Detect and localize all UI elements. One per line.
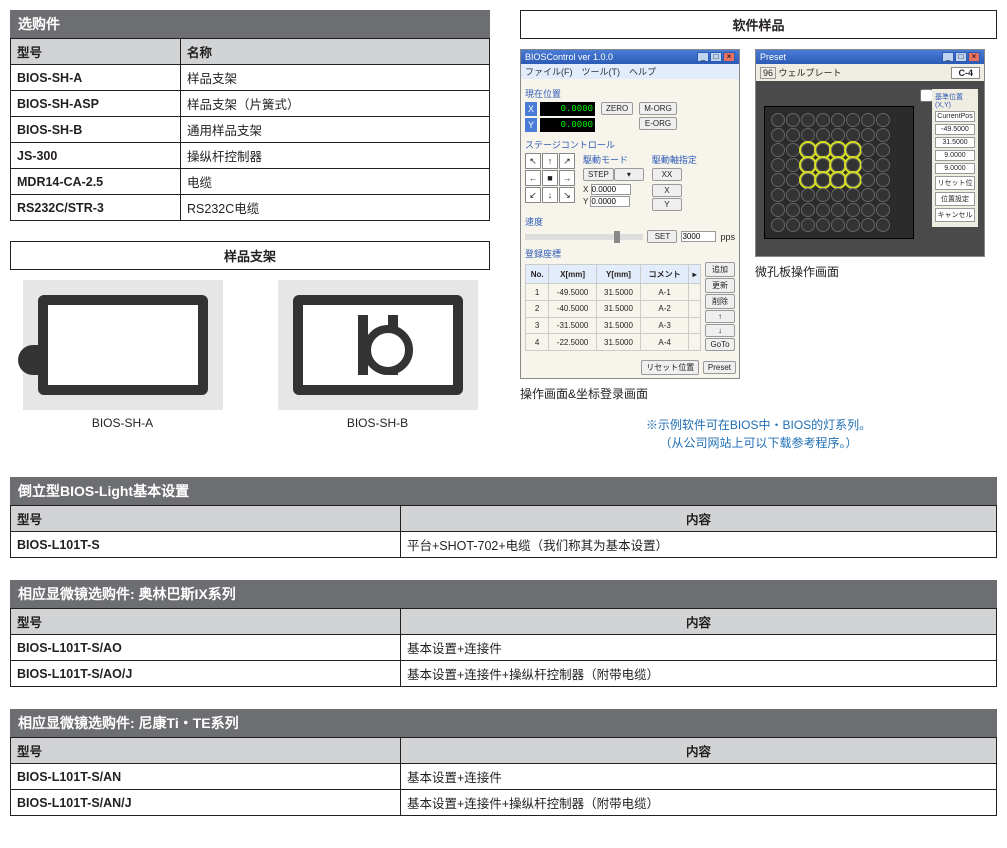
ref-y: 31.5000 <box>935 137 975 148</box>
options-th-name: 名称 <box>181 39 490 65</box>
coord-grid: No.X[mm]Y[mm]コメント▸ 1-49.500031.5000A-1 2… <box>525 264 701 351</box>
bracket-title: 样品支架 <box>10 241 490 270</box>
pitch-x: 9.0000 <box>935 150 975 161</box>
window-title-1: BIOSControl ver 1.0.0 <box>525 52 613 62</box>
y-offset-input[interactable] <box>590 196 630 207</box>
axis-heading: 駆動軸指定 <box>652 153 697 166</box>
reset-button[interactable]: リセット位 <box>935 176 975 190</box>
nikon-header: 相应显微镜选购件: 尼康Ti・TE系列 <box>10 709 997 737</box>
close-icon[interactable]: × <box>968 52 980 62</box>
software-screen-1: BIOSControl ver 1.0.0 _ □ × ファイル(F) ツール(… <box>520 49 740 379</box>
x-value: 0.0000 <box>540 102 595 116</box>
bracket-image-b <box>278 280 478 410</box>
speed-heading: 速度 <box>525 215 735 228</box>
set-button[interactable]: SET <box>647 230 677 243</box>
grid-heading: 登録座標 <box>525 247 735 260</box>
options-table: 型号 名称 BIOS-SH-A样品支架 BIOS-SH-ASP样品支架（片簧式）… <box>10 38 490 221</box>
pos-set-button[interactable]: 位置設定 <box>935 192 975 206</box>
coord-heading: 現在位置 <box>525 87 735 100</box>
speed-input[interactable] <box>681 231 716 242</box>
basic-settings-header: 倒立型BIOS-Light基本设置 <box>10 477 997 505</box>
bracket-label-b: BIOS-SH-B <box>265 416 490 430</box>
update-button[interactable]: 更新 <box>705 278 735 293</box>
stage-heading: ステージコントロール <box>525 138 735 151</box>
up-button[interactable]: ↑ <box>705 310 735 323</box>
xx-button[interactable]: XX <box>652 168 682 181</box>
table-row: MDR14-CA-2.5电缆 <box>11 169 490 195</box>
menu-bar[interactable]: ファイル(F) ツール(T) ヘルプ <box>521 64 739 79</box>
screen1-caption: 操作画面&坐标登录画面 <box>520 385 740 402</box>
pitch-y: 9.0000 <box>935 163 975 174</box>
bracket-image-a <box>23 280 223 410</box>
cancel-button[interactable]: キャンセル <box>935 208 975 222</box>
step-button[interactable]: STEP <box>583 168 614 181</box>
note-line2: （从公司网站上可以下载参考程序。） <box>520 434 997 452</box>
table-row: BIOS-SH-A样品支架 <box>11 65 490 91</box>
preset-button[interactable]: Preset <box>703 361 736 374</box>
olympus-table: 型号内容 BIOS-L101T-S/AO基本设置+连接件 BIOS-L101T-… <box>10 608 997 687</box>
side-heading: 基準位置(X,Y) <box>935 92 975 109</box>
x-offset-input[interactable] <box>591 184 631 195</box>
options-header: 选购件 <box>10 10 490 38</box>
morg-button[interactable]: M-ORG <box>639 102 677 115</box>
basic-settings-table: 型号内容 BIOS-L101T-S平台+SHOT-702+电缆（我们称其为基本设… <box>10 505 997 558</box>
ref-x: -49.5000 <box>935 124 975 135</box>
screen2-caption: 微孔板操作画面 <box>755 263 985 280</box>
delete-button[interactable]: 削除 <box>705 294 735 309</box>
cell-indicator: C-4 <box>951 67 980 79</box>
x-label: X <box>525 102 537 116</box>
bracket-label-a: BIOS-SH-A <box>10 416 235 430</box>
add-button[interactable]: 追加 <box>705 262 735 277</box>
well-plate[interactable] <box>764 106 914 239</box>
window-title-2: Preset <box>760 52 786 62</box>
arrow-pad[interactable]: ↖↑↗ ←■→ ↙↓↘ <box>525 153 575 211</box>
eorg-button[interactable]: E-ORG <box>639 117 677 130</box>
mode-heading: 駆動モード <box>583 153 644 166</box>
nikon-table: 型号内容 BIOS-L101T-S/AN基本设置+连接件 BIOS-L101T-… <box>10 737 997 816</box>
x-axis-button[interactable]: X <box>652 184 682 197</box>
software-screen-2: Preset _ □ × 96 ウェルプレート C-4 Drive Mode <box>755 49 985 257</box>
minimize-icon[interactable]: _ <box>942 52 954 62</box>
y-label: Y <box>525 118 537 132</box>
table-row: RS232C/STR-3RS232C电缆 <box>11 195 490 221</box>
options-th-model: 型号 <box>11 39 181 65</box>
down-button[interactable]: ↓ <box>705 324 735 337</box>
y-axis-button[interactable]: Y <box>652 198 682 211</box>
close-icon[interactable]: × <box>723 52 735 62</box>
plate-label: ウェルプレート <box>779 68 842 78</box>
step-dd[interactable]: ▾ <box>614 168 644 181</box>
table-row: BIOS-SH-ASP样品支架（片簧式） <box>11 91 490 117</box>
maximize-icon[interactable]: □ <box>710 52 722 62</box>
pps-label: pps <box>720 232 735 242</box>
table-row: BIOS-SH-B通用样品支架 <box>11 117 490 143</box>
minimize-icon[interactable]: _ <box>697 52 709 62</box>
reset-pos-button[interactable]: リセット位置 <box>641 360 699 375</box>
currentpos-button[interactable]: CurrentPos <box>935 111 975 122</box>
table-row: JS-300操纵杆控制器 <box>11 143 490 169</box>
maximize-icon[interactable]: □ <box>955 52 967 62</box>
plate-dd[interactable]: 96 <box>760 67 776 79</box>
drive-mode-cb[interactable] <box>920 89 933 102</box>
software-title: 软件样品 <box>520 10 997 39</box>
goto-button[interactable]: GoTo <box>705 338 735 351</box>
y-value: 0.0000 <box>540 118 595 132</box>
zero-button[interactable]: ZERO <box>601 102 633 115</box>
note-line1: ※示例软件可在BIOS中・BIOS的灯系列。 <box>520 416 997 434</box>
olympus-header: 相应显微镜选购件: 奥林巴斯IX系列 <box>10 580 997 608</box>
